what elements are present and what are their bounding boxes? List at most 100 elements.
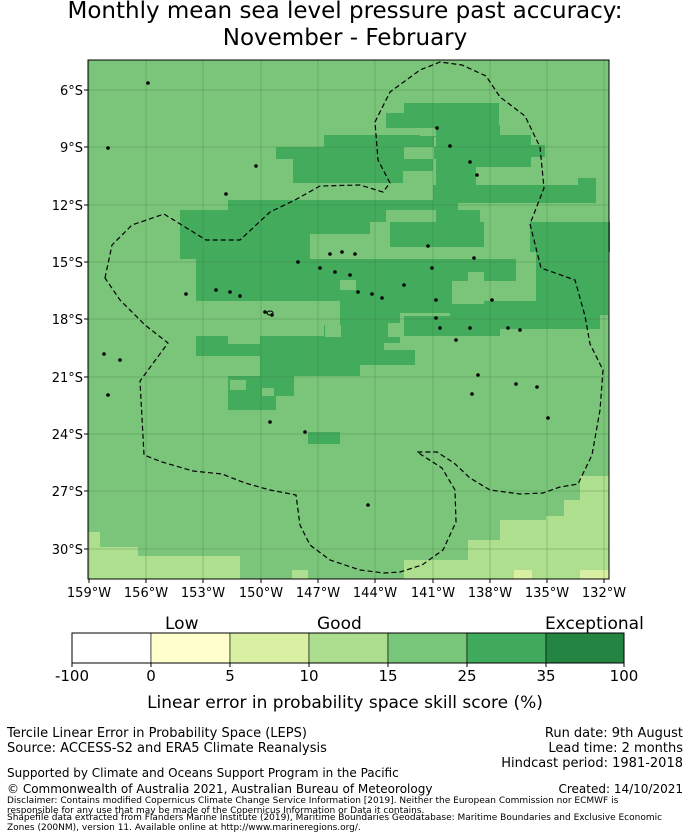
island-mark xyxy=(340,250,344,254)
skill-cell-25-35 xyxy=(536,250,608,315)
colorbar-title: Linear error in probability space skill … xyxy=(147,693,543,713)
skill-cell-25-35 xyxy=(420,125,500,137)
skill-cell-15-25 xyxy=(340,280,356,290)
island-mark xyxy=(490,298,494,302)
colorbar-tick-label: 25 xyxy=(457,667,477,685)
lat-label: 18°S xyxy=(52,313,83,328)
skill-cell-5-10 xyxy=(580,570,609,579)
lon-label: 144°W xyxy=(353,586,397,601)
skill-cell-5-10 xyxy=(514,570,532,579)
skill-cell-25-35 xyxy=(578,178,596,203)
skill-cell-25-35 xyxy=(276,336,336,356)
skill-cell-25-35 xyxy=(228,392,276,410)
island-mark xyxy=(228,290,232,294)
latitude-labels: 6°S 9°S 12°S 15°S 18°S 21°S 24°S 27°S 30°S xyxy=(52,84,88,558)
island-mark xyxy=(296,260,300,264)
island-mark xyxy=(518,328,522,332)
island-mark xyxy=(468,326,472,330)
lon-label: 156°W xyxy=(124,586,168,601)
skill-cell-10-15 xyxy=(88,532,100,547)
lat-label: 24°S xyxy=(52,428,83,443)
colorbar-bin xyxy=(229,632,310,664)
map-title-line1: Monthly mean sea level pressure past acc… xyxy=(67,0,623,24)
skill-cell-25-35 xyxy=(340,293,450,313)
skill-cell-15-25 xyxy=(468,272,484,286)
skill-cell-25-35 xyxy=(386,113,436,128)
island-mark xyxy=(380,296,384,300)
disclaimer-line2: responsible for any use that may be made… xyxy=(7,806,425,816)
island-mark xyxy=(435,126,439,130)
skill-map: 6°S 9°S 12°S 15°S 18°S 21°S 24°S 27°S 30°S 159°W… xyxy=(52,59,626,601)
island-mark xyxy=(146,81,150,85)
island-mark xyxy=(118,358,122,362)
skill-cell-25-35 xyxy=(196,259,516,281)
island-mark xyxy=(514,382,518,386)
map-title-line2: November - February xyxy=(222,25,468,51)
colorbar-tick-label: 0 xyxy=(146,667,156,685)
lat-label: 6°S xyxy=(60,84,83,99)
category-good: Good xyxy=(317,614,362,634)
colorbar-tick-label: 35 xyxy=(536,667,556,685)
skill-cell-15-25 xyxy=(420,128,436,136)
footer-method: Tercile Linear Error in Probability Spac… xyxy=(7,726,307,741)
island-mark xyxy=(318,266,322,270)
footer-run-date: Run date: 9th August xyxy=(544,726,683,741)
colorbar xyxy=(71,632,625,667)
island-mark xyxy=(356,290,360,294)
skill-cell-25-35 xyxy=(228,344,260,356)
skill-cell-25-35 xyxy=(180,222,310,259)
island-mark xyxy=(106,393,110,397)
skill-cell-25-35 xyxy=(400,229,440,239)
disclaimer-line3: Shapefile data extracted from Flanders M… xyxy=(7,813,663,823)
lon-label: 135°W xyxy=(525,586,569,601)
island-mark xyxy=(430,266,434,270)
skill-cell-15-25 xyxy=(404,147,434,159)
footer-hindcast: Hindcast period: 1981-2018 xyxy=(501,756,683,771)
skill-cell-10-15 xyxy=(100,556,240,579)
island-mark xyxy=(475,173,479,177)
colorbar-bin xyxy=(150,632,231,664)
colorbar-tick-label: 15 xyxy=(378,667,398,685)
skill-cell-25-35 xyxy=(530,145,545,157)
island-mark xyxy=(454,338,458,342)
island-mark xyxy=(476,373,480,377)
lat-label: 30°S xyxy=(52,543,83,558)
footer-source: Source: ACCESS-S2 and ERA5 Climate Reana… xyxy=(7,741,327,756)
graticule xyxy=(88,60,609,579)
colorbar-tick-label: 5 xyxy=(225,667,235,685)
island-mark xyxy=(448,144,452,148)
skill-cell-15-25 xyxy=(292,408,308,420)
skill-cell-25-35 xyxy=(500,314,600,329)
island-mark xyxy=(370,292,374,296)
skill-cell-25-35 xyxy=(530,222,610,252)
skill-cell-25-35 xyxy=(260,336,280,356)
island-mark xyxy=(268,420,272,424)
skill-cell-25-35 xyxy=(436,135,531,167)
skill-cell-25-35 xyxy=(196,336,228,356)
lon-label: 141°W xyxy=(411,586,455,601)
lat-label: 12°S xyxy=(52,199,83,214)
island-mark xyxy=(328,252,332,256)
skill-cell-10-15 xyxy=(596,476,609,536)
island-mark xyxy=(434,316,438,320)
island-mark xyxy=(184,292,188,296)
footer-created: Created: 14/10/2021 xyxy=(558,782,683,796)
island-mark xyxy=(333,270,337,274)
skill-cell-25-35 xyxy=(293,171,403,183)
lon-label: 159°W xyxy=(67,586,111,601)
colorbar-tick-label: -100 xyxy=(54,667,90,685)
lon-label: 153°W xyxy=(181,586,225,601)
lon-label: 138°W xyxy=(468,586,512,601)
island-mark xyxy=(348,273,352,277)
island-mark xyxy=(238,294,242,298)
skill-cell-15-25 xyxy=(325,325,341,337)
skill-cell-25-35 xyxy=(450,301,540,316)
island-mark xyxy=(434,298,438,302)
lat-label: 21°S xyxy=(52,371,83,386)
lon-label: 132°W xyxy=(582,586,626,601)
skill-cell-25-35 xyxy=(276,147,436,159)
skill-cells xyxy=(88,60,610,579)
skill-cell-10-15 xyxy=(500,520,546,579)
skill-cell-15-25 xyxy=(262,388,274,396)
skill-cell-15-25 xyxy=(356,242,388,256)
